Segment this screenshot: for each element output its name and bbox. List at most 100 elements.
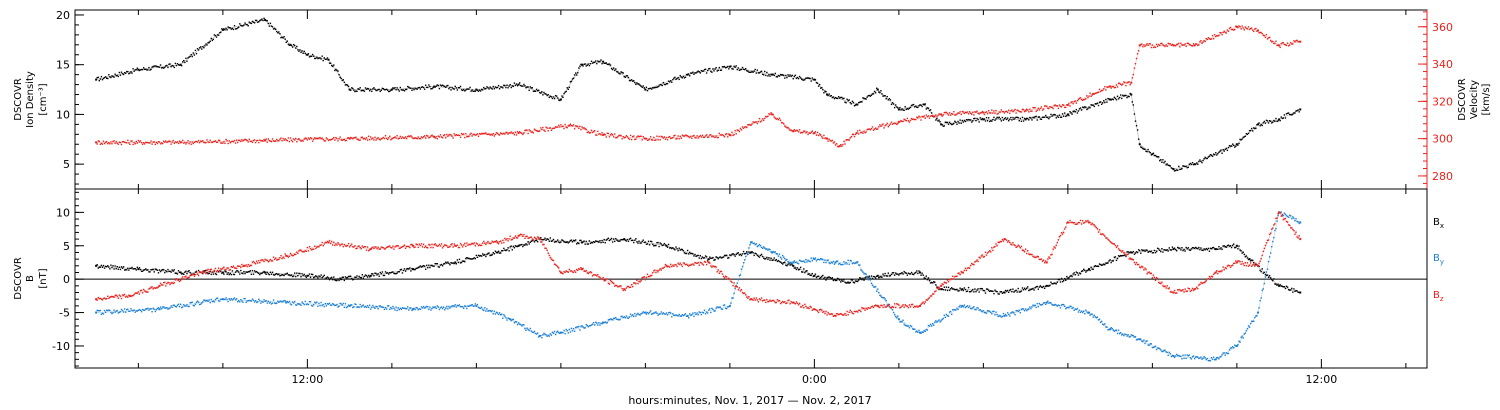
trace-dot — [164, 271, 166, 274]
trace-dot — [504, 84, 506, 87]
trace-dot — [1208, 155, 1211, 157]
trace-dot — [842, 280, 844, 283]
trace-dot — [937, 120, 939, 122]
trace-dot — [242, 272, 244, 275]
trace-dot — [731, 68, 733, 70]
trace-dot — [611, 68, 614, 71]
trace-dot — [564, 123, 566, 126]
trace-dot — [207, 141, 209, 143]
trace-dot — [552, 332, 555, 334]
trace-dot — [653, 245, 655, 247]
trace-dot — [740, 254, 743, 257]
trace-dot — [637, 135, 639, 137]
trace-dot — [403, 137, 406, 139]
trace-dot — [1213, 33, 1216, 36]
trace-dot — [786, 127, 788, 129]
trace-dot — [257, 21, 259, 23]
trace-dot — [144, 290, 146, 292]
trace-dot — [551, 331, 554, 333]
trace-dot — [829, 276, 831, 279]
trace-dot — [552, 96, 555, 98]
trace-dot — [683, 252, 686, 254]
trace-dot — [748, 71, 750, 73]
trace-dot — [1228, 145, 1231, 147]
trace-dot — [111, 312, 113, 315]
trace-dot — [1144, 45, 1146, 48]
trace-dot — [355, 303, 357, 306]
data-point — [1088, 311, 1090, 314]
trace-dot — [788, 75, 790, 77]
trace-dot — [1075, 102, 1078, 104]
trace-dot — [1250, 127, 1253, 130]
trace-dot — [315, 137, 317, 140]
trace-dot — [374, 88, 376, 91]
trace-dot — [925, 108, 928, 110]
trace-dot — [314, 137, 316, 139]
trace-dot — [1275, 227, 1277, 230]
trace-dot — [104, 298, 107, 300]
trace-dot — [660, 135, 662, 138]
trace-dot — [1017, 287, 1019, 290]
data-point — [876, 274, 879, 277]
trace-dot — [182, 276, 184, 278]
trace-dot — [742, 68, 745, 70]
trace-dot — [724, 254, 727, 257]
trace-dot — [132, 143, 134, 146]
trace-dot — [766, 71, 768, 74]
trace-dot — [938, 288, 940, 291]
trace-dot — [400, 308, 403, 311]
trace-dot — [1164, 45, 1166, 48]
trace-dot — [1102, 89, 1104, 92]
trace-dot — [245, 264, 247, 266]
trace-dot — [1078, 309, 1081, 311]
trace-dot — [380, 273, 383, 275]
trace-dot — [915, 105, 917, 107]
trace-dot — [277, 32, 279, 34]
trace-dot — [505, 249, 507, 252]
trace-dot — [263, 260, 265, 263]
trace-dot — [549, 127, 552, 129]
trace-dot — [362, 89, 365, 92]
trace-dot — [355, 90, 357, 92]
trace-dot — [1221, 33, 1223, 36]
trace-dot — [1247, 258, 1250, 261]
trace-dot — [404, 307, 407, 310]
trace-dot — [1295, 289, 1297, 292]
trace-dot — [685, 252, 688, 255]
data-point — [602, 133, 605, 136]
trace-dot — [1173, 170, 1176, 172]
trace-dot — [486, 253, 488, 256]
trace-dot — [1259, 31, 1261, 34]
trace-dot — [1149, 151, 1151, 154]
trace-dot — [168, 282, 170, 284]
trace-dot — [1167, 250, 1169, 252]
trace-dot — [1297, 40, 1299, 43]
trace-dot — [449, 264, 451, 266]
trace-dot — [901, 321, 903, 323]
trace-dot — [1226, 29, 1229, 31]
trace-dot — [824, 90, 826, 92]
trace-dot — [194, 303, 197, 305]
trace-dot — [1273, 278, 1275, 280]
trace-dot — [255, 301, 258, 304]
trace-dot — [1166, 351, 1168, 354]
trace-dot — [150, 68, 152, 71]
trace-dot — [1071, 275, 1073, 278]
trace-dot — [685, 134, 688, 137]
trace-dot — [656, 241, 658, 244]
trace-dot — [533, 330, 536, 333]
trace-dot — [477, 254, 480, 257]
trace-dot — [167, 141, 169, 143]
data-point — [750, 251, 752, 254]
trace-dot — [925, 275, 928, 277]
trace-dot — [353, 306, 355, 308]
trace-dot — [223, 298, 225, 300]
trace-dot — [477, 90, 480, 92]
trace-dot — [645, 243, 648, 245]
trace-dot — [752, 71, 754, 73]
trace-dot — [739, 253, 742, 256]
trace-dot — [244, 265, 246, 267]
trace-dot — [1055, 105, 1057, 107]
trace-dot — [559, 332, 561, 335]
trace-dot — [193, 141, 196, 144]
